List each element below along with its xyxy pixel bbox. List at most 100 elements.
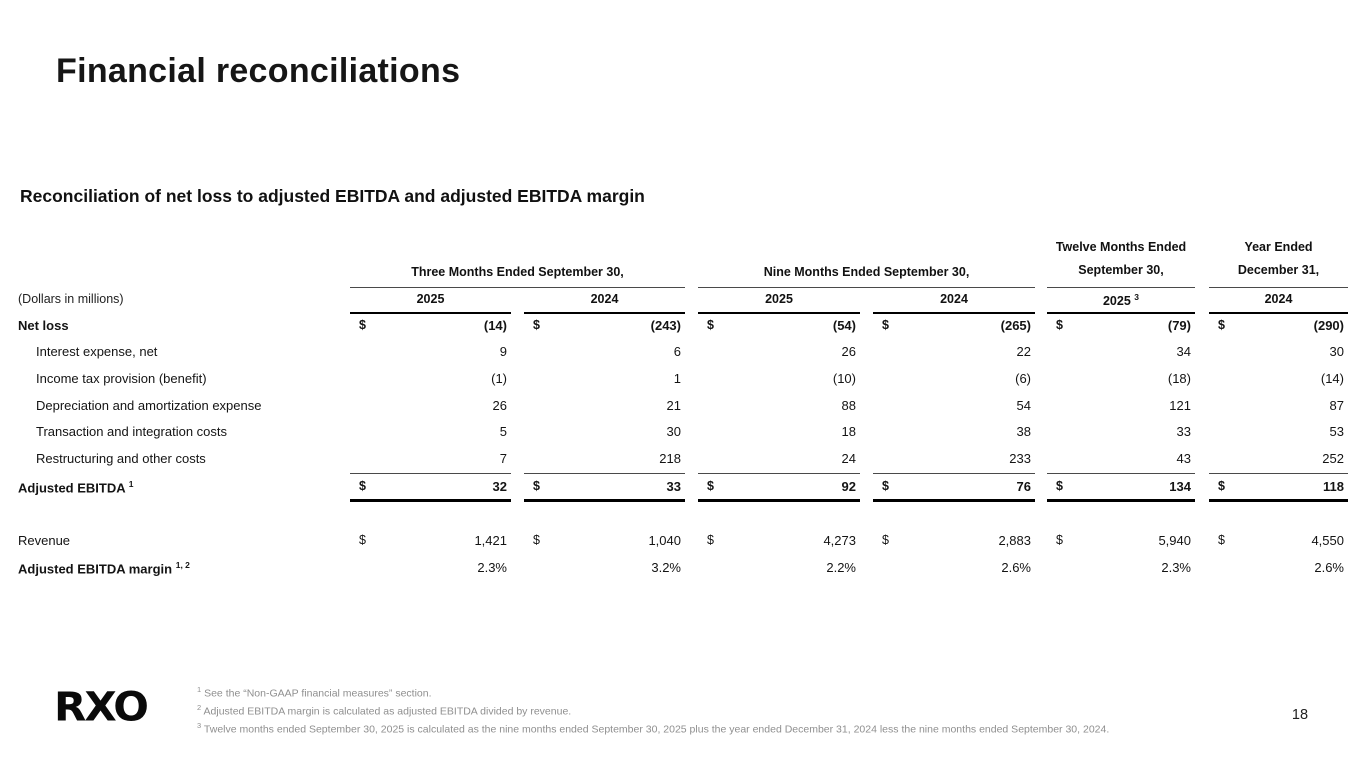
cell-value: 38	[1016, 424, 1031, 439]
footnotes: 1 See the “Non-GAAP financial measures” …	[197, 683, 1137, 737]
year-underline	[1209, 312, 1348, 314]
dollar-sign: $	[707, 479, 714, 493]
total-rule	[873, 499, 1035, 502]
cell-value: 1,040	[648, 533, 681, 548]
cell-value: (10)	[832, 371, 856, 386]
footnote-text: Adjusted EBITDA margin is calculated as …	[203, 705, 572, 718]
cell-value: 2.6%	[1001, 560, 1031, 575]
row-label: Adjusted EBITDA margin 1, 2	[18, 560, 190, 576]
subtotal-rule	[350, 473, 511, 474]
year-header: 2025	[698, 292, 860, 306]
group-underline	[350, 287, 685, 288]
row-label: Depreciation and amortization expense	[36, 398, 262, 413]
cell-value: 18	[841, 424, 856, 439]
subtotal-rule	[1047, 473, 1195, 474]
cell-value: 30	[1329, 344, 1344, 359]
dollar-sign: $	[533, 318, 540, 332]
cell-value: (1)	[491, 371, 507, 386]
dollar-sign: $	[882, 533, 889, 547]
dollar-sign: $	[533, 533, 540, 547]
cell-value: 26	[841, 344, 856, 359]
dollar-sign: $	[707, 318, 714, 332]
cell-value: 4,550	[1311, 533, 1344, 548]
dollar-sign: $	[882, 318, 889, 332]
dollar-sign: $	[1056, 479, 1063, 493]
footnote-marker: 2	[197, 703, 202, 713]
cell-value: 1	[673, 371, 681, 386]
cell-value: 34	[1176, 344, 1191, 359]
dollar-sign: $	[1218, 318, 1225, 332]
cell-value: 118	[1323, 479, 1344, 494]
footnote-marker: 1	[197, 685, 202, 694]
cell-value: 88	[841, 398, 856, 413]
table-row-restructuring: Restructuring and other costs 7 218 24 2…	[0, 451, 1365, 471]
row-label: Adjusted EBITDA 1	[18, 479, 134, 495]
cell-value: 21	[666, 398, 681, 413]
dollar-sign: $	[359, 479, 366, 493]
cell-value: (14)	[1320, 371, 1344, 386]
dollar-sign: $	[1056, 318, 1063, 332]
cell-value: 7	[499, 451, 507, 466]
group-label: Twelve Months Ended	[1055, 240, 1187, 254]
year-underline	[873, 312, 1035, 314]
cell-value: 121	[1169, 398, 1191, 413]
footnote-text: Twelve months ended September 30, 2025 i…	[203, 723, 1110, 736]
dollar-sign: $	[882, 479, 889, 493]
section-heading: Reconciliation of net loss to adjusted E…	[20, 186, 645, 206]
footnote-text: See the “Non-GAAP financial measures” se…	[204, 687, 432, 700]
page-title: Financial reconciliations	[56, 52, 461, 90]
units-label: (Dollars in millions)	[18, 292, 124, 306]
year-header: 2025 3	[1047, 292, 1195, 308]
cell-value: (6)	[1015, 371, 1031, 386]
row-label: Transaction and integration costs	[36, 424, 228, 439]
cell-value: 6	[673, 344, 681, 359]
footnote-marker: 1, 2	[175, 560, 190, 570]
total-rule	[1209, 499, 1348, 502]
subtotal-rule	[524, 473, 685, 474]
year-footnote-marker: 3	[1134, 292, 1140, 302]
column-group-twelve-months: Twelve Months Ended September 30,	[1047, 240, 1195, 277]
cell-value: 5,940	[1158, 533, 1191, 548]
group-label: Three Months Ended September 30,	[411, 265, 624, 279]
footnote-1: 1 See the “Non-GAAP financial measures” …	[197, 683, 1137, 701]
year-header: 2024	[873, 292, 1035, 306]
dollar-sign: $	[359, 318, 366, 332]
row-label: Income tax provision (benefit)	[36, 371, 207, 386]
cell-value: 53	[1329, 424, 1344, 439]
row-label-text: Adjusted EBITDA	[18, 480, 126, 496]
cell-value: 2.3%	[1161, 560, 1191, 575]
year-header: 2025	[350, 292, 511, 306]
group-label: December 31,	[1237, 263, 1320, 277]
group-underline	[1047, 287, 1195, 288]
table-row-transaction-costs: Transaction and integration costs 5 30 1…	[0, 424, 1365, 444]
cell-value: 252	[1322, 451, 1344, 466]
page-number: 18	[1291, 707, 1309, 723]
cell-value: (79)	[1167, 318, 1191, 333]
row-label: Interest expense, net	[36, 344, 158, 359]
total-rule	[1047, 499, 1195, 502]
table-row-income-tax: Income tax provision (benefit) (1) 1 (10…	[0, 371, 1365, 391]
footnote-marker: 1	[128, 479, 134, 489]
cell-value: 92	[841, 479, 856, 494]
dollar-sign: $	[1056, 533, 1063, 547]
cell-value: 2,883	[998, 533, 1031, 548]
table-row-adjusted-ebitda-margin: Adjusted EBITDA margin 1, 2 2.3% 3.2% 2.…	[0, 560, 1365, 580]
cell-value: (265)	[1000, 318, 1031, 333]
cell-value: 218	[659, 451, 681, 466]
total-rule	[350, 499, 511, 502]
group-label: Year Ended	[1244, 240, 1313, 254]
year-underline	[350, 312, 511, 314]
cell-value: 33	[1176, 424, 1191, 439]
group-underline	[698, 287, 1035, 288]
year-label: 2025	[1102, 294, 1131, 309]
year-label: 2025	[416, 292, 445, 306]
column-group-year-ended: Year Ended December 31,	[1209, 240, 1348, 277]
column-group-nine-months: Nine Months Ended September 30,	[698, 265, 1035, 279]
group-label: Nine Months Ended September 30,	[763, 265, 970, 279]
table-row-interest-expense: Interest expense, net 9 6 26 22 34 30	[0, 344, 1365, 364]
row-label-text: Adjusted EBITDA margin	[18, 561, 173, 577]
group-label: September 30,	[1078, 263, 1164, 277]
year-underline	[1047, 312, 1195, 314]
year-underline	[524, 312, 685, 314]
